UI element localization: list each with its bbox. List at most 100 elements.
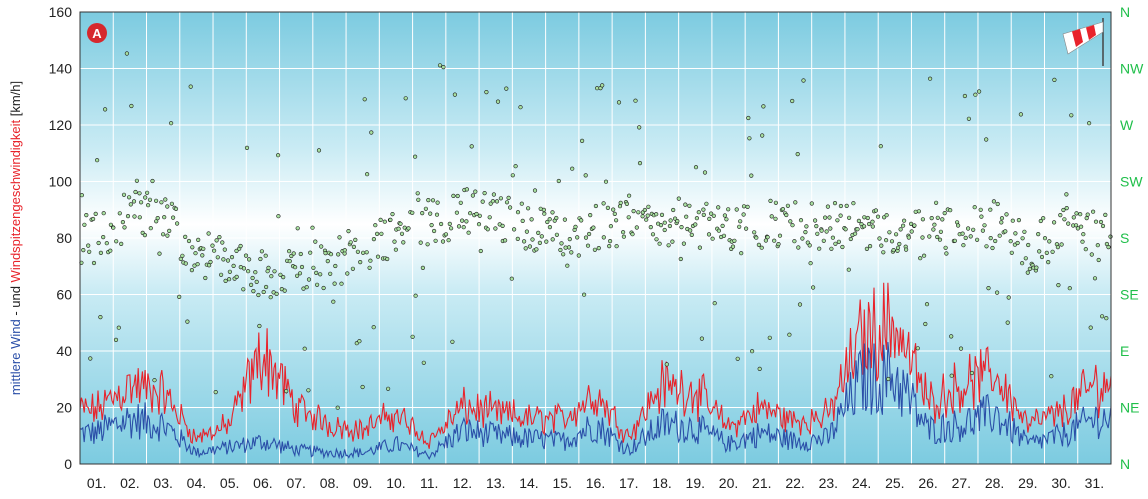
direction-point: [961, 243, 966, 248]
direction-point: [116, 325, 121, 330]
direction-point: [1085, 212, 1090, 217]
direction-point: [439, 221, 444, 227]
direction-point: [570, 166, 575, 171]
direction-point: [392, 239, 397, 244]
mean-wind-series: [79, 342, 1112, 460]
direction-point: [730, 244, 736, 249]
direction-point: [108, 222, 113, 227]
direction-point: [297, 271, 303, 276]
direction-point: [276, 214, 281, 219]
direction-point: [410, 210, 415, 215]
direction-point: [743, 226, 749, 231]
direction-point: [708, 211, 714, 216]
direction-point: [287, 249, 292, 254]
direction-point: [761, 104, 766, 109]
direction-point: [711, 213, 716, 218]
direction-point: [175, 221, 180, 226]
direction-point: [583, 173, 588, 178]
direction-point: [234, 248, 239, 253]
direction-point: [797, 302, 803, 307]
x-tick-label: 29.: [1018, 475, 1037, 491]
x-tick-label: 18.: [652, 475, 671, 491]
direction-point: [1090, 209, 1096, 214]
direction-point: [450, 339, 455, 344]
direction-point: [220, 240, 225, 245]
direction-point: [1020, 236, 1025, 241]
direction-point: [331, 299, 336, 304]
direction-point: [212, 248, 217, 253]
direction-point: [999, 220, 1004, 225]
direction-point: [310, 225, 315, 230]
direction-point: [281, 275, 286, 280]
y-tick-label: 40: [56, 343, 72, 359]
direction-point: [358, 260, 363, 265]
direction-point: [676, 196, 681, 201]
direction-point: [699, 336, 705, 341]
direction-point: [510, 173, 515, 178]
direction-point: [480, 199, 485, 204]
direction-point: [814, 224, 819, 229]
direction-point: [573, 224, 578, 229]
direction-point: [895, 245, 901, 250]
direction-point: [1080, 239, 1085, 244]
direction-point: [591, 225, 596, 230]
direction-point: [785, 203, 791, 208]
direction-point: [274, 291, 279, 297]
direction-point: [550, 210, 555, 215]
direction-point: [988, 236, 993, 241]
direction-point: [183, 261, 188, 266]
direction-point: [378, 217, 383, 222]
x-tick-label: 30.: [1051, 475, 1070, 491]
plot-frame: [79, 11, 1112, 465]
direction-point: [186, 238, 192, 244]
direction-point: [219, 272, 224, 277]
badge: A: [87, 23, 107, 43]
direction-point: [227, 269, 232, 274]
wind-direction-series: [79, 51, 1113, 410]
direction-point: [98, 250, 103, 255]
direction-point: [958, 346, 964, 351]
direction-point: [935, 234, 940, 240]
x-tick-label: 23.: [819, 475, 838, 491]
direction-point: [556, 178, 561, 184]
direction-point: [251, 289, 256, 294]
direction-point: [530, 237, 535, 242]
direction-point: [477, 213, 482, 218]
direction-point: [375, 254, 381, 259]
direction-point: [924, 302, 930, 307]
direction-point: [963, 235, 968, 240]
direction-point: [88, 356, 93, 361]
direction-point: [314, 270, 319, 276]
direction-point: [282, 288, 287, 293]
direction-point: [684, 214, 689, 219]
direction-point: [569, 250, 574, 255]
direction-point: [474, 211, 479, 217]
direction-point: [607, 244, 612, 249]
direction-point: [82, 222, 87, 227]
direction-point: [217, 235, 222, 240]
direction-point: [968, 234, 973, 239]
direction-point: [401, 240, 406, 245]
direction-point: [979, 214, 984, 219]
direction-point: [576, 253, 581, 258]
direction-point: [494, 199, 500, 204]
direction-point: [1034, 265, 1039, 270]
direction-point: [119, 241, 124, 246]
direction-point: [544, 239, 549, 244]
direction-point: [200, 253, 205, 258]
direction-point: [520, 218, 525, 223]
direction-point: [98, 315, 103, 320]
direction-point: [851, 201, 856, 206]
direction-point: [592, 247, 598, 252]
direction-point: [269, 274, 274, 279]
direction-point: [759, 245, 764, 250]
direction-point: [875, 214, 881, 219]
direction-point: [336, 252, 341, 257]
direction-point: [143, 195, 148, 200]
direction-point: [1046, 260, 1051, 265]
direction-point: [357, 339, 362, 344]
direction-point: [337, 235, 342, 240]
direction-point: [891, 248, 896, 253]
direction-point: [1004, 212, 1009, 217]
direction-point: [1037, 249, 1042, 254]
